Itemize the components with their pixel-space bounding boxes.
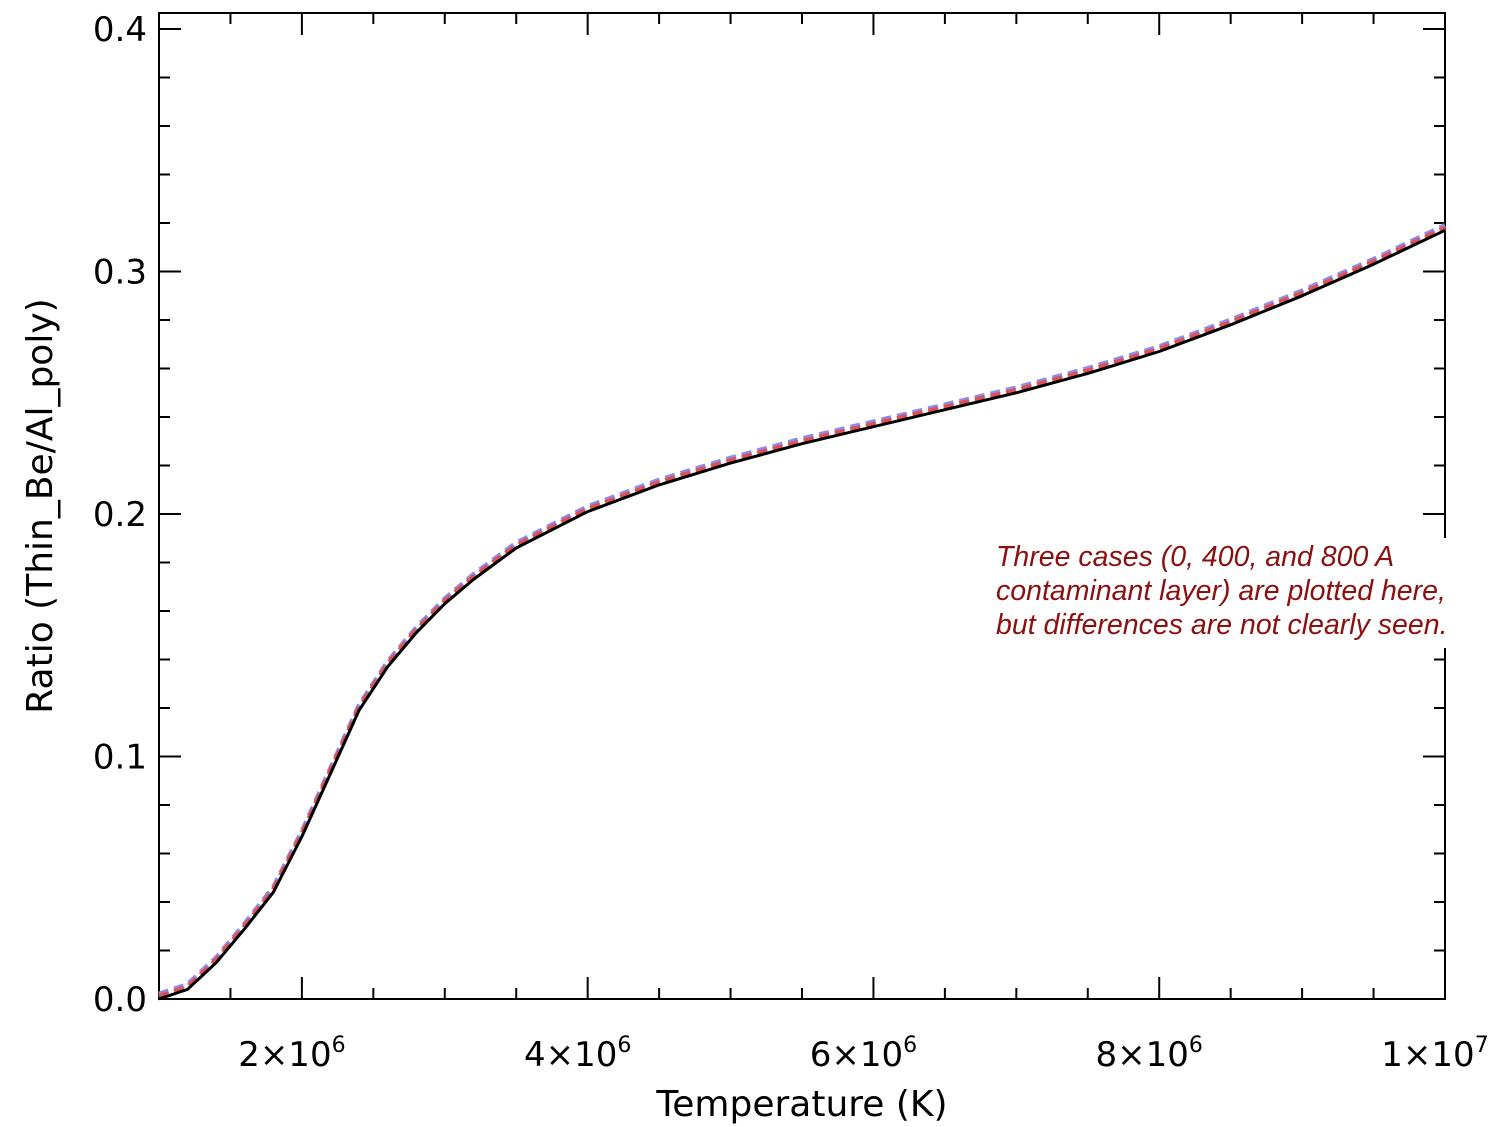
x-tick-labels: 2×106 4×106 6×106 8×106 1×107 [238,1033,1489,1075]
x-tick-label: 1×107 [1381,1033,1488,1075]
x-tick-exponent: 6 [617,1033,631,1058]
x-tick-label: 4×106 [524,1033,631,1075]
annotation-note: Three cases (0, 400, and 800 A contamina… [990,538,1510,648]
x-tick-exponent: 6 [332,1033,346,1058]
x-tick-exponent: 7 [1475,1033,1489,1058]
y-tick-label: 0.0 [93,980,147,1020]
series-layer [158,223,1447,1001]
annotation-line-2: contaminant layer) are plotted here, [996,575,1446,607]
x-tick-label: 2×106 [238,1033,345,1075]
x-tick-mantissa: 1×10 [1381,1035,1474,1075]
annotation-line-3: but differences are not clearly seen. [996,609,1448,641]
series-line-2 [158,225,1447,999]
x-tick-exponent: 6 [1189,1033,1203,1058]
y-tick-label: 0.3 [93,253,147,293]
annotation-line-1: Three cases (0, 400, and 800 A [996,541,1395,573]
y-tick-label: 0.1 [93,738,147,778]
y-tick-label: 0.2 [93,495,147,535]
y-tick-labels: 0.0 0.1 0.2 0.3 0.4 [93,10,147,1020]
x-tick-mantissa: 4×10 [524,1035,617,1075]
x-tick-mantissa: 8×10 [1096,1035,1189,1075]
plot-frame [158,12,1446,1000]
y-tick-label: 0.4 [93,10,147,50]
x-axis-title: Temperature (K) [655,1084,947,1125]
y-axis-title: Ratio (Thin_Be/Al_poly) [20,298,61,713]
series-line-3 [158,228,1446,1001]
x-tick-mantissa: 6×10 [810,1035,903,1075]
axis-ticks [158,13,1446,1000]
x-tick-label: 8×106 [1096,1033,1203,1075]
x-tick-exponent: 6 [903,1033,917,1058]
x-tick-mantissa: 2×10 [238,1035,331,1075]
x-tick-label: 6×106 [810,1033,917,1075]
